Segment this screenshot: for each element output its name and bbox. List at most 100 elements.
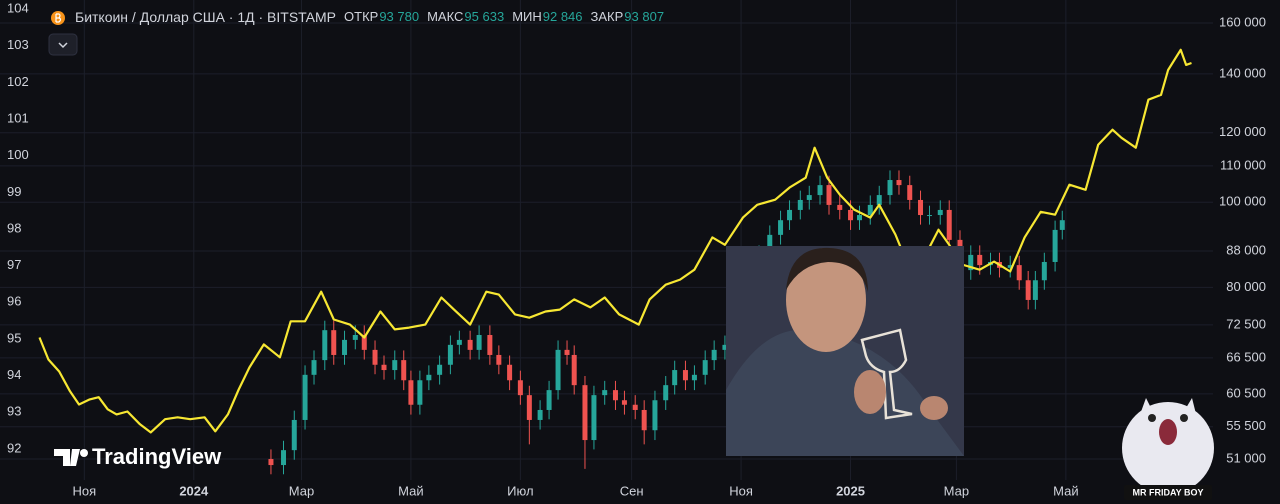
ohlc-label: МАКС [427,9,463,24]
candle-body [582,385,588,441]
ohlc-label: ЗАКР [591,9,624,24]
candle-body [417,380,423,405]
candle-body [918,199,924,216]
candle-body [977,254,983,266]
candle-body [621,400,627,405]
candle-body [591,395,597,441]
candle-body [507,364,513,381]
candle-body [937,209,943,216]
candle-body [342,339,348,355]
y2-tick-label: 80 000 [1226,279,1266,294]
candle-body [767,234,773,255]
y-tick-label: 92 [7,440,21,455]
photo-shirt [726,330,964,456]
chevron [58,42,68,49]
ohlc-label: ОТКР [344,9,378,24]
candle-body [291,419,297,451]
collapse-button[interactable] [48,33,78,56]
candle-body [302,374,308,420]
y2-tick-label: 120 000 [1219,124,1266,139]
x-tick-label: 2024 [179,483,209,498]
y-tick-label: 95 [7,330,21,345]
candle-body [907,185,913,200]
y2-tick-label: 66 500 [1226,349,1266,364]
plot-marks [38,48,1192,475]
candle-body [876,195,882,205]
tradingview-logo: TradingView [54,444,222,469]
y-tick-label: 98 [7,220,21,235]
candle-body [1016,265,1022,281]
coin-glyph [55,13,62,23]
x-tick-label: Ноя [72,483,96,498]
photo-hand [854,370,886,414]
candle-body [1059,220,1065,230]
candle-body [711,349,717,361]
candle-body [867,204,873,216]
header: Биткоин / Доллар США · 1Д · BITSTAMP ОТКР… [75,9,664,25]
candle-body [691,374,697,381]
candle-body [392,360,398,371]
y-tick-label: 93 [7,404,21,419]
candle-body [322,330,328,361]
y-tick-label: 99 [7,184,21,199]
candle-body [1041,261,1047,281]
candle-body [426,374,432,381]
candle-body [546,390,552,410]
candle-body [1025,280,1031,300]
y-tick-label: 101 [7,111,29,126]
candle-body [311,360,317,375]
candle-body [672,370,678,386]
y2-tick-label: 160 000 [1219,14,1266,29]
candle-body [946,209,952,240]
photo-overlay [726,246,964,456]
badge-eye [1180,414,1188,422]
candle-body [526,395,532,420]
photo-face [786,248,866,352]
y2-tick-label: 72 500 [1226,316,1266,331]
y2-tick-label: 88 000 [1226,242,1266,257]
badge-text: MR FRIDAY BOY [1132,487,1203,497]
candle-body [1052,229,1058,262]
y-tick-label: 102 [7,74,29,89]
badge-cat [1122,402,1214,494]
y2-tick-label: 55 500 [1226,418,1266,433]
candle-body [1032,280,1038,300]
y2-tick-label: 100 000 [1219,194,1266,209]
badge-mouth [1159,419,1177,445]
candle-body [817,185,823,196]
photo-hand [920,396,948,420]
y2-tick-label: 60 500 [1226,385,1266,400]
candle-body [826,185,832,205]
candle-body [787,209,793,221]
photo-hair [786,247,868,292]
candle-body [896,180,902,186]
photo-glass [860,328,913,420]
chart-title: Биткоин / Доллар США · 1Д · BITSTAMP [75,9,336,25]
ohlc-value: 93 780 [379,9,419,24]
x-tick-label: Июл [507,483,533,498]
candle-body [381,364,387,371]
candle-body [968,254,974,271]
candle-body [848,209,854,221]
candle-body [456,339,462,345]
candle-body [447,344,453,365]
ohlc-value: 95 633 [464,9,504,24]
candle-body [702,360,708,375]
candle-body [564,349,570,355]
candle-body [555,349,561,391]
x-tick-label: Сен [620,483,644,498]
candle-body [437,364,443,375]
y2-tick-label: 140 000 [1219,65,1266,80]
x-tick-label: Мар [289,483,314,498]
ohlc-value: 92 846 [543,9,583,24]
candle-body [837,204,843,210]
x-tick-label: Май [1053,483,1078,498]
candle-body [797,199,803,210]
x-tick-label: Май [398,483,423,498]
logo-icon [80,449,88,457]
y2-tick-label: 110 000 [1220,157,1266,172]
logo-text: TradingView [92,444,222,469]
candle-body [372,349,378,365]
candle-body [281,450,287,466]
